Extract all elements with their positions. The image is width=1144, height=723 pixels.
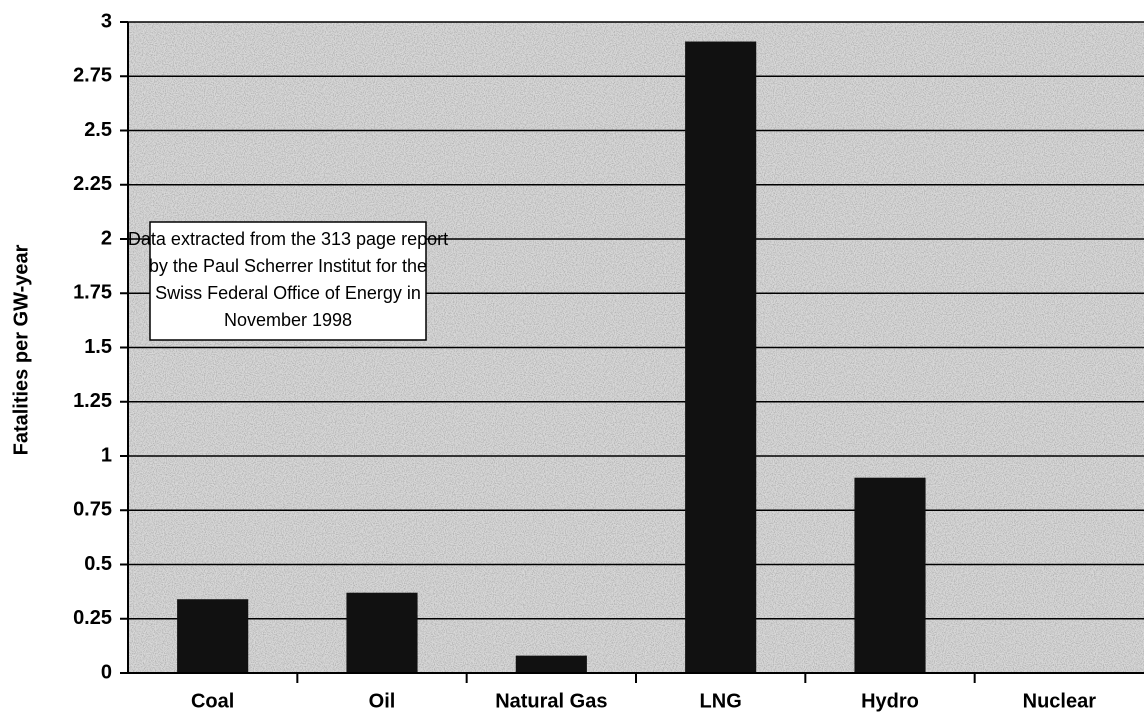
x-tick-label: Natural Gas	[495, 690, 607, 712]
y-tick-label: 1.75	[73, 282, 112, 304]
bar	[685, 41, 757, 673]
annotation-line: Swiss Federal Office of Energy in	[155, 283, 421, 303]
x-tick-label: Hydro	[861, 690, 919, 712]
bar	[515, 655, 587, 673]
x-tick-label: Coal	[191, 690, 234, 712]
bar	[346, 592, 418, 673]
y-tick-label: 2.75	[73, 65, 112, 87]
y-tick-label: 3	[101, 10, 112, 32]
y-tick-label: 1.25	[73, 390, 112, 412]
y-tick-label: 2.25	[73, 173, 112, 195]
y-tick-label: 0.25	[73, 607, 112, 629]
y-tick-label: 1.5	[84, 336, 112, 358]
y-tick-label: 0.75	[73, 499, 112, 521]
y-tick-label: 2	[101, 227, 112, 249]
y-axis-label: Fatalities per GW-year	[10, 244, 32, 455]
x-tick-label: Nuclear	[1023, 690, 1097, 712]
y-tick-label: 1	[101, 444, 112, 466]
annotation-box	[149, 221, 427, 341]
y-tick-label: 0	[101, 661, 112, 683]
bar	[177, 599, 249, 673]
bar	[854, 477, 926, 673]
x-tick-label: LNG	[700, 690, 742, 712]
bars	[177, 41, 926, 673]
y-tick-label: 0.5	[84, 553, 112, 575]
annotation-line: Data extracted from the 313 page report	[128, 229, 448, 249]
x-tick-label: Oil	[369, 690, 396, 712]
annotation-line: by the Paul Scherrer Institut for the	[149, 256, 427, 276]
annotation-line: November 1998	[224, 310, 352, 330]
y-tick-label: 2.5	[84, 119, 112, 141]
